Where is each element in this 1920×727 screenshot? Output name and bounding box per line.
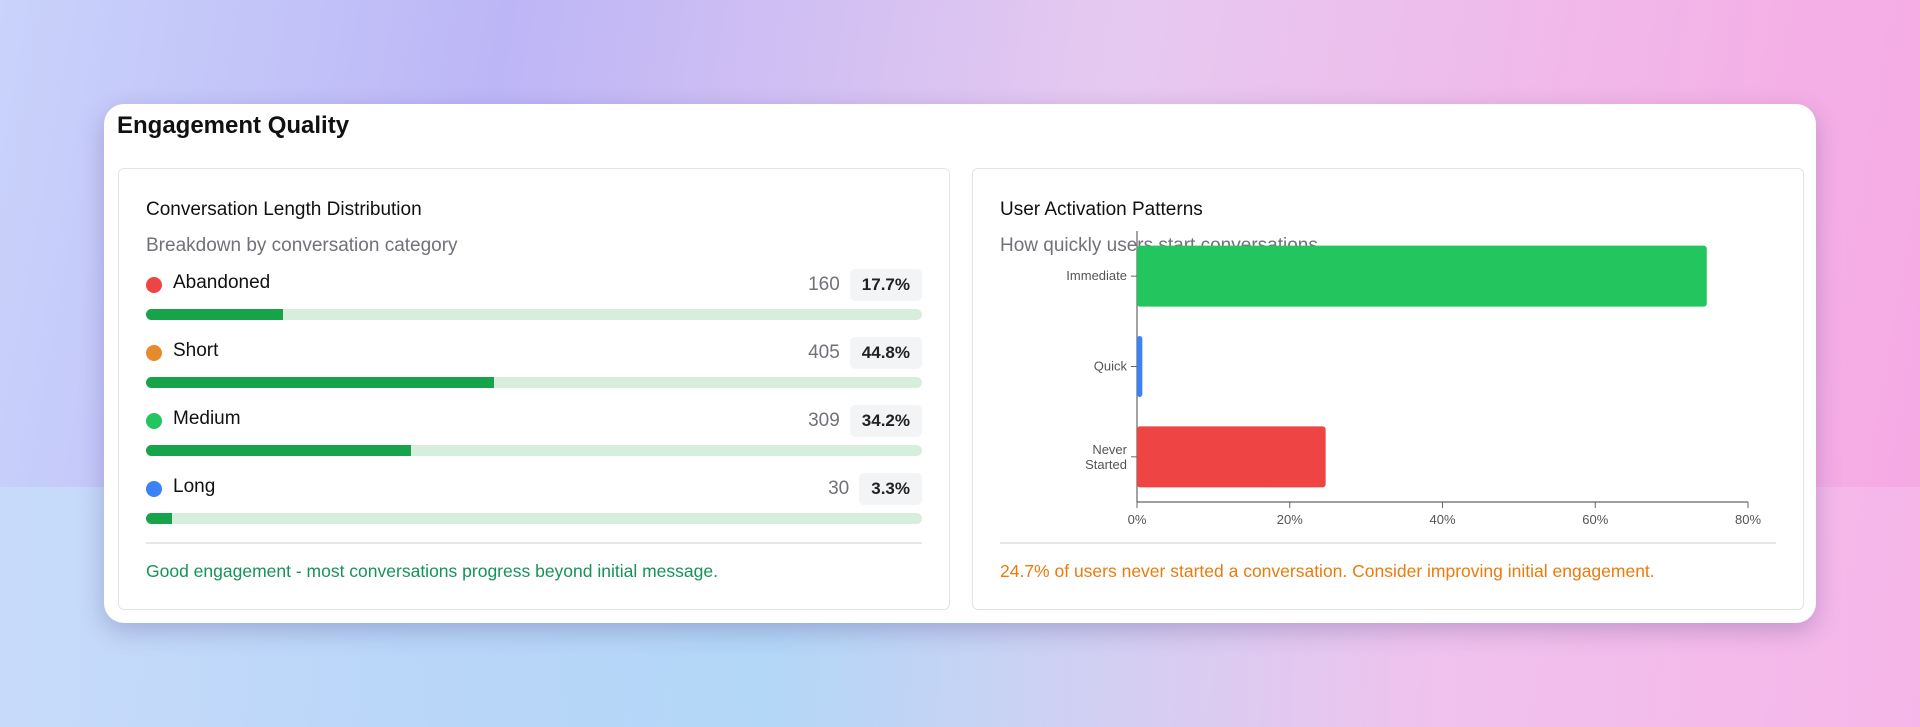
progress-fill: [146, 377, 494, 388]
status-dot-icon: [146, 413, 162, 429]
progress-track: [146, 445, 922, 456]
conversation-length-panel: Conversation Length Distribution Breakdo…: [118, 168, 950, 610]
x-tick-label: 80%: [1735, 512, 1761, 527]
percent-badge: 44.8%: [849, 337, 922, 369]
category-row-abandoned: Abandoned 160 17.7%: [146, 269, 922, 329]
divider: [1000, 542, 1776, 544]
progress-fill: [146, 309, 284, 320]
category-count: 160: [808, 274, 840, 295]
activation-warning: 24.7% of users never started a conversat…: [1000, 561, 1655, 581]
category-count: 30: [828, 478, 850, 499]
panel-title: User Activation Patterns: [1000, 199, 1203, 220]
percent-badge: 34.2%: [849, 405, 922, 437]
category-row-long: Long 30 3.3%: [146, 473, 922, 533]
status-dot-icon: [146, 481, 162, 497]
category-label: Short: [173, 340, 219, 361]
category-count: 309: [808, 410, 840, 431]
y-tick-label: Quick: [1094, 359, 1128, 374]
bar-never-started: [1137, 426, 1326, 488]
category-count: 405: [808, 342, 840, 363]
progress-track: [146, 513, 922, 524]
progress-track: [146, 309, 922, 320]
status-dot-icon: [146, 345, 162, 361]
percent-badge: 17.7%: [849, 269, 922, 301]
panel-subtitle: Breakdown by conversation category: [146, 235, 458, 256]
category-row-medium: Medium 309 34.2%: [146, 405, 922, 465]
category-label: Medium: [173, 408, 241, 429]
bar-immediate: [1137, 245, 1707, 307]
user-activation-panel: User Activation Patterns How quickly use…: [972, 168, 1804, 610]
bar-quick: [1137, 336, 1143, 397]
progress-track: [146, 377, 922, 388]
x-tick-label: 0%: [1128, 512, 1147, 527]
category-label: Long: [173, 476, 216, 497]
activation-bar-chart: Immediate Quick Never Started 0% 20% 40% 60% 80%: [1066, 231, 1761, 527]
x-tick-label: 60%: [1582, 512, 1608, 527]
percent-badge: 3.3%: [859, 473, 922, 505]
category-label: Abandoned: [173, 272, 271, 293]
engagement-note: Good engagement - most conversations pro…: [146, 561, 718, 581]
x-tick-label: 40%: [1429, 512, 1455, 527]
y-tick-label: Never Started: [1085, 442, 1128, 472]
section-title: Engagement Quality: [117, 112, 350, 139]
divider: [146, 542, 922, 544]
x-tick-label: 20%: [1277, 512, 1303, 527]
category-row-short: Short 405 44.8%: [146, 337, 922, 397]
progress-fill: [146, 445, 412, 456]
y-tick-label: Immediate: [1066, 268, 1127, 283]
progress-fill: [146, 513, 172, 524]
panel-title: Conversation Length Distribution: [146, 199, 422, 220]
status-dot-icon: [146, 277, 162, 293]
